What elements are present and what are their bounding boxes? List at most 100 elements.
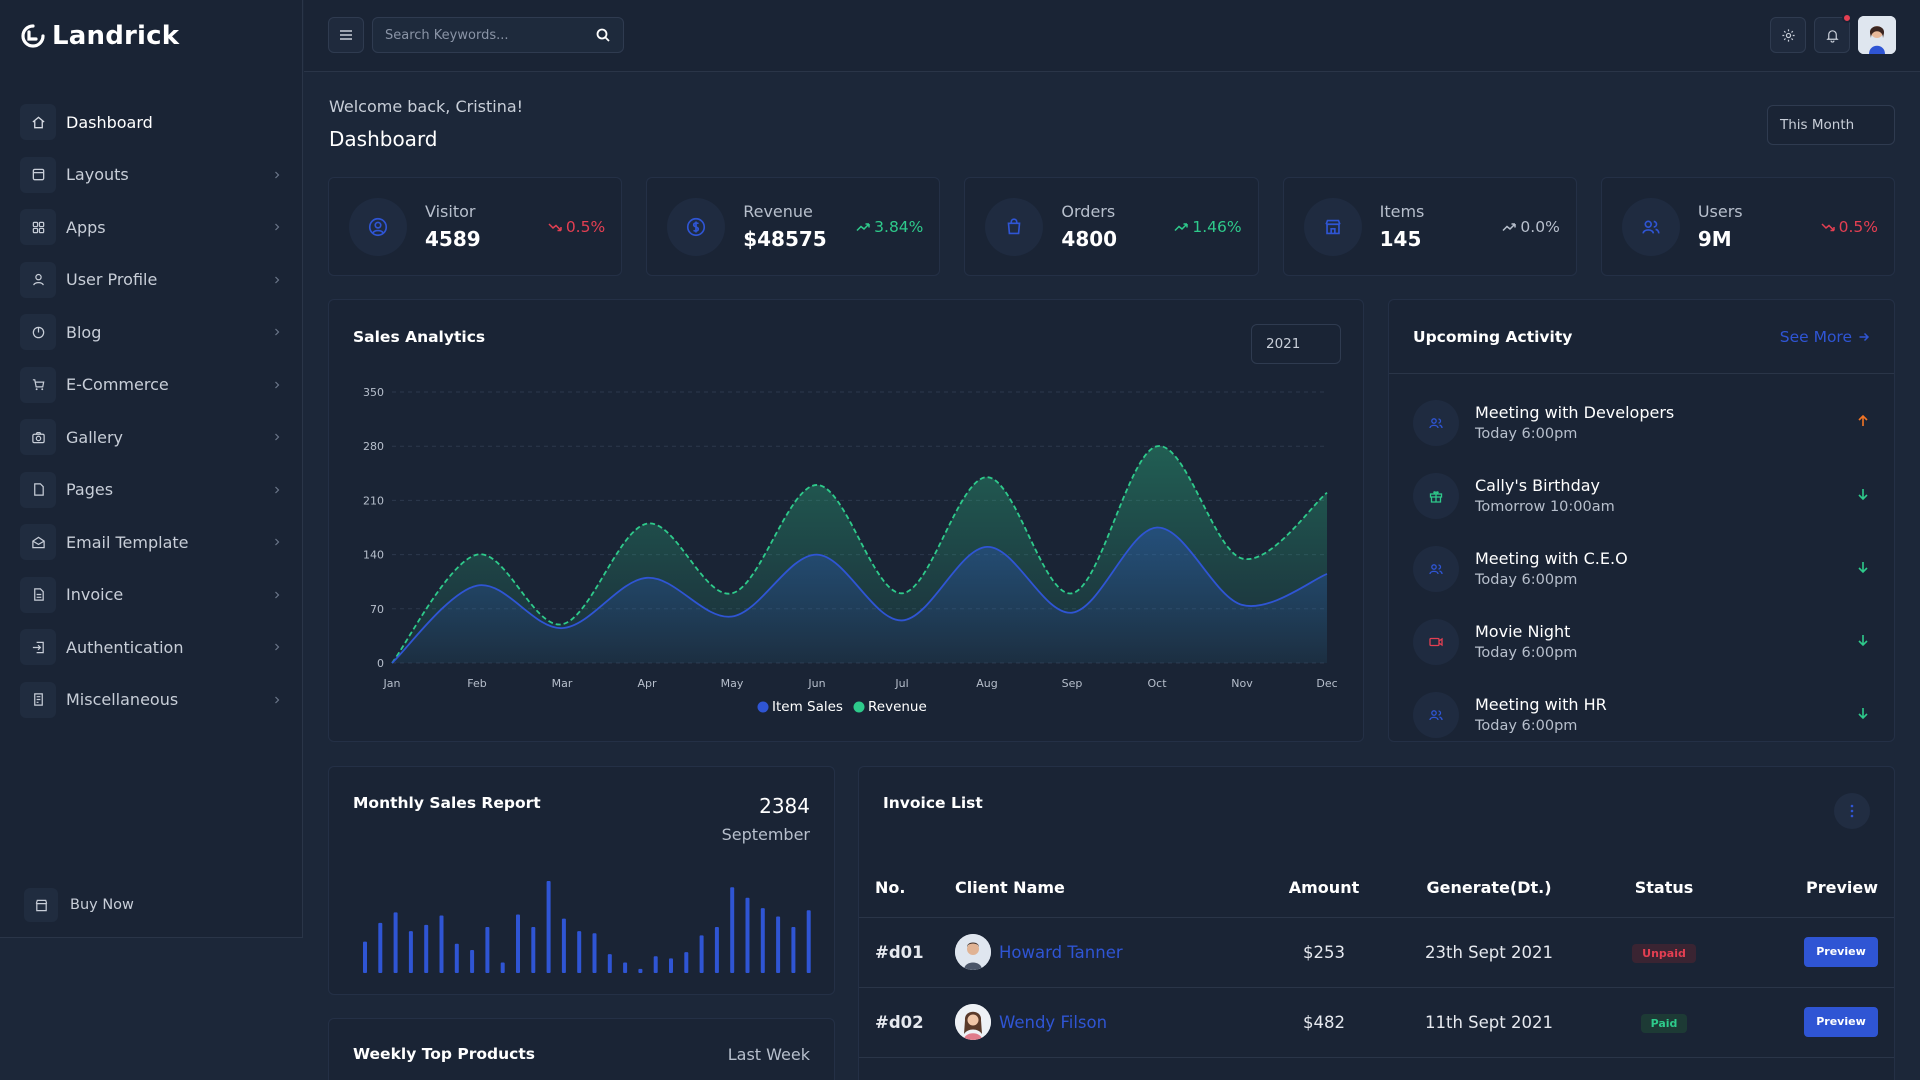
sidebar-item-pages[interactable]: Pages: [0, 464, 302, 517]
sidebar-item-email-template[interactable]: Email Template: [0, 516, 302, 569]
stat-change: 0.5%: [1821, 218, 1878, 236]
invoice-number: #d02: [859, 987, 955, 1058]
arrow-down-icon: [1856, 486, 1870, 505]
period-select-value: This Month: [1780, 117, 1855, 133]
sidebar-item-label: Layouts: [66, 165, 129, 185]
chevron-right-icon: [275, 223, 280, 231]
bar: [408, 931, 413, 973]
invoice-number: #d01: [859, 917, 955, 988]
bar: [669, 958, 673, 973]
hamburger-icon: [340, 30, 352, 40]
sidebar-item-label: Invoice: [66, 585, 124, 605]
year-select[interactable]: 2021: [1251, 324, 1341, 364]
user-avatar[interactable]: [1858, 16, 1896, 54]
activity-title-text: Movie Night: [1475, 622, 1571, 641]
bar: [653, 956, 658, 973]
legend-label: Revenue: [868, 699, 927, 715]
notifications-button[interactable]: [1814, 13, 1852, 53]
dollar-icon: [667, 197, 726, 256]
sidebar-item-apps[interactable]: Apps: [0, 201, 302, 254]
see-more-label: See More: [1779, 327, 1852, 346]
sidebar-item-layouts[interactable]: Layouts: [0, 149, 302, 202]
preview-button[interactable]: Preview: [1804, 1007, 1878, 1037]
file-icon: [20, 471, 56, 508]
bar: [760, 908, 765, 973]
sidebar-item-user-profile[interactable]: User Profile: [0, 254, 302, 307]
list-item[interactable]: Meeting with C.E.O Today 6:00pm: [1389, 532, 1894, 605]
sidebar-item-e-commerce[interactable]: E-Commerce: [0, 359, 302, 412]
activity-time: Today 6:00pm: [1475, 572, 1578, 588]
chevron-right-icon: [275, 591, 280, 599]
arrow-down-icon: [1856, 705, 1870, 724]
chevron-right-icon: [275, 538, 280, 546]
bar: [454, 943, 459, 973]
search-icon[interactable]: [595, 27, 611, 43]
bar: [363, 941, 367, 973]
brand[interactable]: Landrick: [0, 0, 302, 72]
search-input[interactable]: [385, 27, 595, 43]
menu-toggle-button[interactable]: [328, 17, 364, 53]
invoice-amount: $482: [1254, 987, 1394, 1058]
blog-icon: [20, 314, 56, 351]
monthly-sales-bars: [363, 881, 811, 973]
stat-change: 3.84%: [856, 218, 923, 236]
client-name-link[interactable]: Wendy Filson: [999, 1012, 1108, 1032]
preview-button[interactable]: Preview: [1804, 937, 1878, 967]
status-badge: Unpaid: [1632, 943, 1696, 963]
table-row: #d02 Wendy Filson $482 11th Sept 2021 Pa…: [859, 987, 1894, 1058]
status-cell: Paid: [1584, 987, 1744, 1058]
column-header-client: Client Name: [955, 859, 1254, 918]
trending-up-icon: [1174, 222, 1189, 231]
users-icon: [1413, 545, 1459, 592]
x-tick-label: Jul: [894, 677, 908, 690]
topbar: [304, 0, 1920, 72]
x-tick-label: Oct: [1147, 677, 1167, 690]
store-icon: [1303, 197, 1362, 256]
sidebar-item-authentication[interactable]: Authentication: [0, 621, 302, 674]
monthly-sales-card: Monthly Sales Report 2384 September: [328, 766, 835, 995]
x-tick-label: Jan: [383, 677, 401, 690]
bar: [500, 962, 505, 973]
users-icon: [1413, 691, 1459, 738]
activity-title-text: Cally's Birthday: [1475, 476, 1600, 495]
activity-title: Upcoming Activity: [1413, 327, 1573, 346]
list-item[interactable]: Meeting with Developers Today 6:00pm: [1389, 386, 1894, 459]
sales-analytics-card: Sales Analytics 2021 0 70 140 210 280 350 Jan F…: [328, 299, 1364, 742]
more-options-button[interactable]: [1834, 793, 1870, 829]
stat-value: $48575: [743, 227, 827, 251]
users-icon: [1413, 399, 1459, 446]
stat-change-value: 0.0%: [1520, 217, 1560, 236]
see-more-link[interactable]: See More: [1780, 328, 1870, 346]
gift-icon: [1413, 472, 1459, 519]
brand-name: Landrick: [52, 21, 180, 51]
monthly-sales-month: September: [721, 825, 810, 844]
period-select[interactable]: This Month: [1767, 105, 1895, 145]
avatar-icon: [1858, 16, 1896, 54]
sidebar-item-blog[interactable]: Blog: [0, 306, 302, 359]
stat-value: 145: [1379, 227, 1422, 251]
client-avatar: [955, 934, 991, 970]
list-item[interactable]: Movie Night Today 6:00pm: [1389, 605, 1894, 678]
sidebar: Landrick Dashboard Layouts Apps User Pro…: [0, 0, 303, 938]
stat-value: 4589: [425, 227, 481, 251]
upcoming-activity-card: Upcoming Activity See More Meeting with …: [1388, 299, 1895, 742]
sidebar-item-invoice[interactable]: Invoice: [0, 569, 302, 622]
weekly-top-period[interactable]: Last Week: [727, 1045, 810, 1064]
y-tick-label: 0: [377, 657, 384, 670]
avatar-icon: [955, 934, 991, 970]
column-header-status: Status: [1584, 859, 1744, 918]
sidebar-item-gallery[interactable]: Gallery: [0, 411, 302, 464]
sidebar-item-miscellaneous[interactable]: Miscellaneous: [0, 674, 302, 727]
client-name-link[interactable]: Howard Tanner: [999, 942, 1123, 962]
bar: [424, 924, 429, 973]
sidebar-item-dashboard[interactable]: Dashboard: [0, 96, 302, 149]
buy-now-button[interactable]: Buy Now: [24, 888, 134, 922]
sidebar-item-label: Dashboard: [66, 112, 153, 132]
stat-card-items: Items 145 0.0%: [1282, 177, 1577, 276]
sales-analytics-title: Sales Analytics: [353, 328, 486, 346]
settings-button[interactable]: [1770, 17, 1806, 53]
list-item[interactable]: Meeting with HR Today 6:00pm: [1389, 678, 1894, 751]
login-icon: [20, 629, 56, 666]
list-item[interactable]: Cally's Birthday Tomorrow 10:00am: [1389, 459, 1894, 532]
sidebar-item-label: Miscellaneous: [66, 690, 179, 710]
